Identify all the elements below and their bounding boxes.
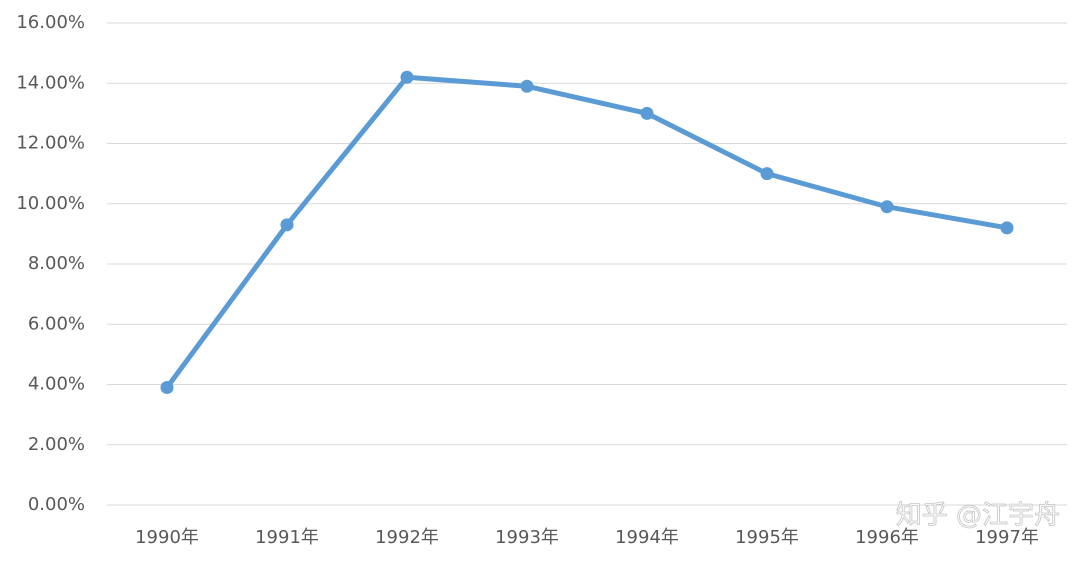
data-point <box>880 200 894 214</box>
data-point <box>760 167 774 181</box>
x-tick-label: 1993年 <box>495 527 559 548</box>
y-tick-label: 4.00% <box>28 374 85 395</box>
x-tick-label: 1996年 <box>855 527 919 548</box>
data-point <box>160 381 174 395</box>
data-point <box>1000 221 1014 235</box>
y-tick-label: 12.00% <box>16 133 85 154</box>
y-tick-label: 14.00% <box>16 72 85 93</box>
x-tick-label: 1997年 <box>975 527 1039 548</box>
y-tick-label: 6.00% <box>28 313 85 334</box>
y-tick-label: 0.00% <box>28 494 85 515</box>
x-tick-label: 1992年 <box>375 527 439 548</box>
y-tick-label: 8.00% <box>28 253 85 274</box>
y-tick-label: 2.00% <box>28 434 85 455</box>
x-tick-label: 1994年 <box>615 527 679 548</box>
series-line <box>164 74 1008 389</box>
data-point <box>640 106 654 120</box>
watermark: 知乎 @江宇舟 <box>896 501 1060 531</box>
data-point <box>520 79 534 93</box>
x-tick-label: 1991年 <box>255 527 319 548</box>
x-tick-label: 1995年 <box>735 527 799 548</box>
data-point <box>280 218 294 232</box>
y-tick-label: 10.00% <box>16 193 85 214</box>
data-point <box>400 70 414 84</box>
x-tick-label: 1990年 <box>135 527 199 548</box>
y-tick-label: 16.00% <box>16 12 85 33</box>
